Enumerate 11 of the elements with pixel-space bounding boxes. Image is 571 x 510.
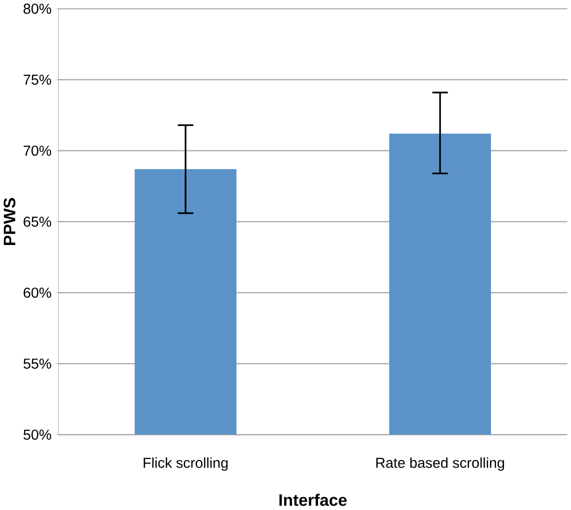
y-tick-label: 75%: [24, 74, 52, 85]
y-tick-label: 80%: [24, 4, 52, 14]
x-tick-label: Flick scrolling: [144, 458, 228, 471]
x-tick-label: Rate based scrolling: [376, 458, 504, 471]
x-axis-title: Interface: [279, 494, 347, 506]
y-tick-label: 65%: [24, 216, 52, 227]
y-axis-title: PPWS: [4, 198, 16, 246]
y-tick-label: 55%: [24, 358, 52, 369]
y-tick-label: 50%: [24, 430, 52, 440]
y-tick-label: 60%: [24, 288, 52, 298]
y-tick-label: 70%: [24, 146, 52, 156]
